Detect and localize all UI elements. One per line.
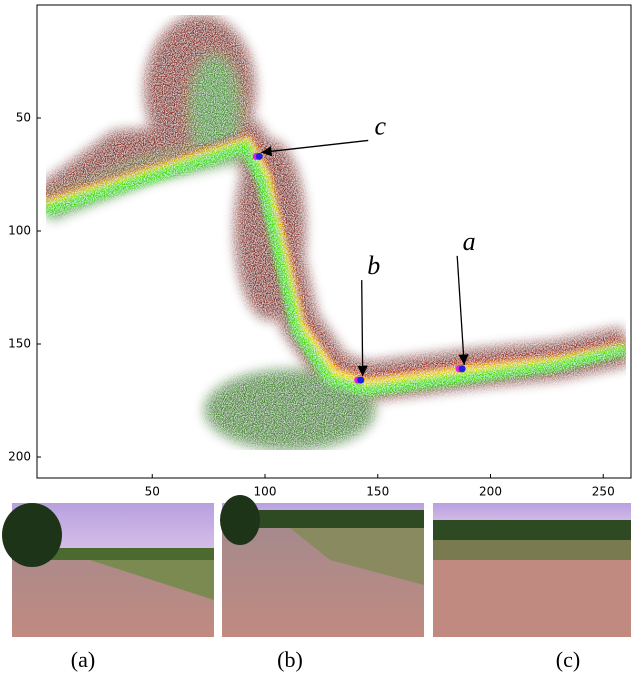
annotation-arrow	[456, 255, 469, 365]
x-tick-label: 250	[592, 485, 615, 499]
y-tick-label: 50	[16, 111, 31, 125]
caption: (a)	[71, 647, 95, 672]
marker-point-core	[458, 365, 466, 373]
annotation-arrow	[357, 280, 368, 377]
photos	[2, 495, 631, 637]
caption: (b)	[277, 647, 303, 672]
x-tick-label: 150	[366, 485, 389, 499]
x-tick-label: 100	[254, 485, 277, 499]
marker-point-core	[357, 376, 365, 384]
marker-label: a	[463, 227, 476, 256]
photo-b	[220, 495, 424, 637]
y-tick-label: 200	[8, 450, 31, 464]
density-cloud	[34, 15, 630, 450]
x-tick-label: 50	[145, 485, 160, 499]
caption: (c)	[556, 647, 580, 672]
photo-c	[433, 503, 631, 637]
photo-a	[2, 503, 214, 637]
plot-frame	[36, 4, 632, 479]
x-tick-label: 200	[479, 485, 502, 499]
y-tick-label: 100	[8, 224, 31, 238]
marker-label: b	[367, 251, 380, 280]
annotation-arrow	[261, 139, 369, 157]
marker-point-core	[255, 152, 263, 160]
marker-label: c	[374, 111, 386, 140]
y-tick-label: 150	[8, 337, 31, 351]
